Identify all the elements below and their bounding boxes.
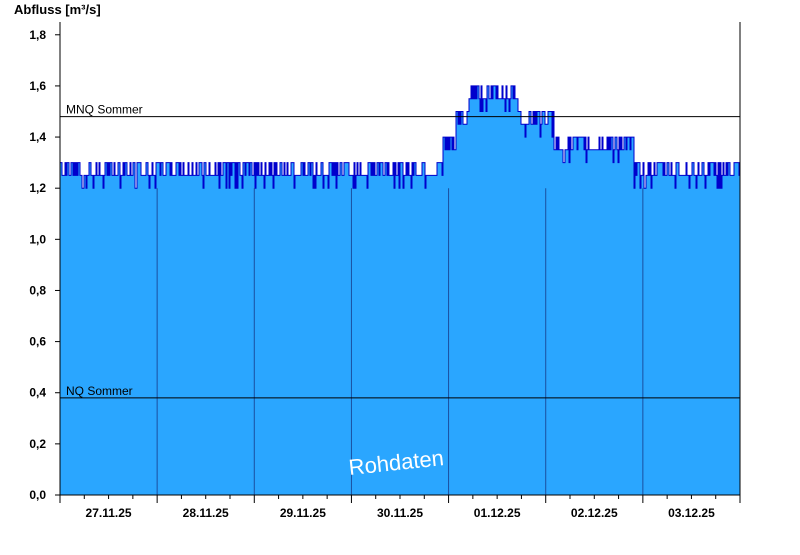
reference-line-label: NQ Sommer [66,384,133,398]
y-tick-label: 1,0 [29,232,46,246]
x-tick-label: 28.11.25 [183,506,229,520]
y-tick-label: 1,6 [29,79,46,93]
series-area [59,85,741,496]
reference-line-label: MNQ Sommer [66,103,143,117]
y-tick-label: 0,6 [29,335,46,349]
area-layer [59,85,741,496]
day-separators [156,188,644,495]
y-tick-label: 0,8 [29,283,46,297]
x-tick-label: 30.11.25 [377,506,423,520]
x-tick-label: 27.11.25 [86,506,132,520]
y-tick-label: 1,8 [29,28,46,42]
x-tick-label: 29.11.25 [280,506,326,520]
y-tick-label: 0,0 [29,488,46,502]
x-tick-label: 01.12.25 [474,506,521,520]
y-tick-label: 1,2 [29,181,46,195]
x-tick-label: 03.12.25 [668,506,715,520]
y-axis-label: Abfluss [m³/s] [14,2,101,17]
y-tick-label: 1,4 [29,130,46,144]
tick-labels: 0,0 0,2 0,4 0,6 0,8 1,0 1,2 1,4 1,6 1,8 27.11.25 28… [29,28,741,520]
y-tick-label: 0,2 [29,437,46,451]
reference-lines: MNQ Sommer NQ Sommer [60,103,740,399]
y-tick-label: 0,4 [29,386,46,400]
x-tick-label: 02.12.25 [571,506,618,520]
